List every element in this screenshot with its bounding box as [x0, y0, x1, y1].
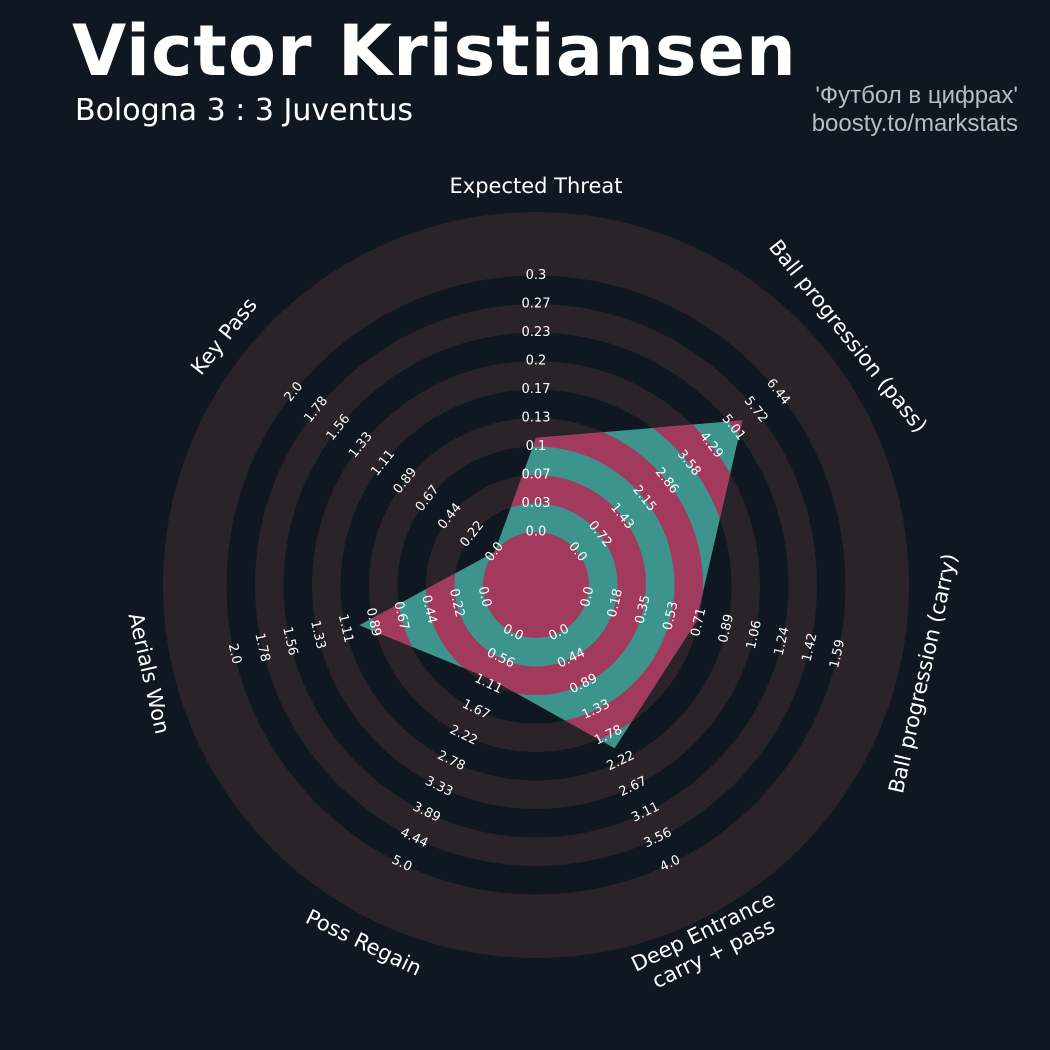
tick-label: 0.27	[522, 297, 551, 312]
tick-label: 0.71	[688, 606, 709, 638]
tick-label: 0.07	[522, 468, 551, 483]
param-label: Expected Threat	[450, 174, 623, 198]
tick-label: 1.59	[827, 638, 848, 670]
tick-label: 0.22	[446, 587, 467, 619]
tick-label: 0.44	[418, 594, 439, 626]
player-polygon-bands	[359, 420, 743, 749]
tick-label: 0.1	[526, 439, 547, 454]
credit-line-1: 'Футбол в цифрах'	[815, 82, 1018, 109]
tick-label: 1.06	[744, 619, 765, 651]
player-name-title: Victor Kristiansen	[72, 10, 797, 92]
tick-label: 0.2	[526, 354, 547, 369]
tick-label: 1.11	[335, 613, 356, 645]
player-center-fill	[483, 532, 589, 638]
tick-label: 0.35	[633, 594, 654, 626]
player-polygon-layer	[359, 420, 743, 749]
tick-label: 2.0	[225, 642, 244, 666]
tick-label: 0.0	[475, 585, 494, 609]
tick-label: 0.53	[660, 600, 681, 632]
tick-label: 0.13	[522, 411, 551, 426]
tick-label: 0.23	[522, 325, 551, 340]
tick-label: 1.78	[251, 632, 272, 664]
tick-label: 1.33	[307, 619, 328, 651]
tick-label: 1.42	[799, 632, 820, 664]
tick-label: 1.24	[772, 625, 793, 657]
credit-line-2: boosty.to/markstats	[811, 110, 1018, 137]
tick-label: 0.89	[716, 613, 737, 645]
tick-label: 1.56	[279, 625, 300, 657]
tick-label: 0.18	[605, 587, 626, 619]
tick-label: 0.03	[522, 496, 551, 511]
tick-label: 0.17	[522, 382, 551, 397]
tick-label: 0.3	[526, 268, 547, 283]
tick-label: 0.0	[526, 525, 547, 540]
tick-label: 0.67	[390, 600, 411, 632]
match-subtitle: Bologna 3 : 3 Juventus	[75, 93, 413, 128]
tick-label: 0.89	[363, 606, 384, 638]
tick-label: 0.0	[578, 585, 597, 609]
